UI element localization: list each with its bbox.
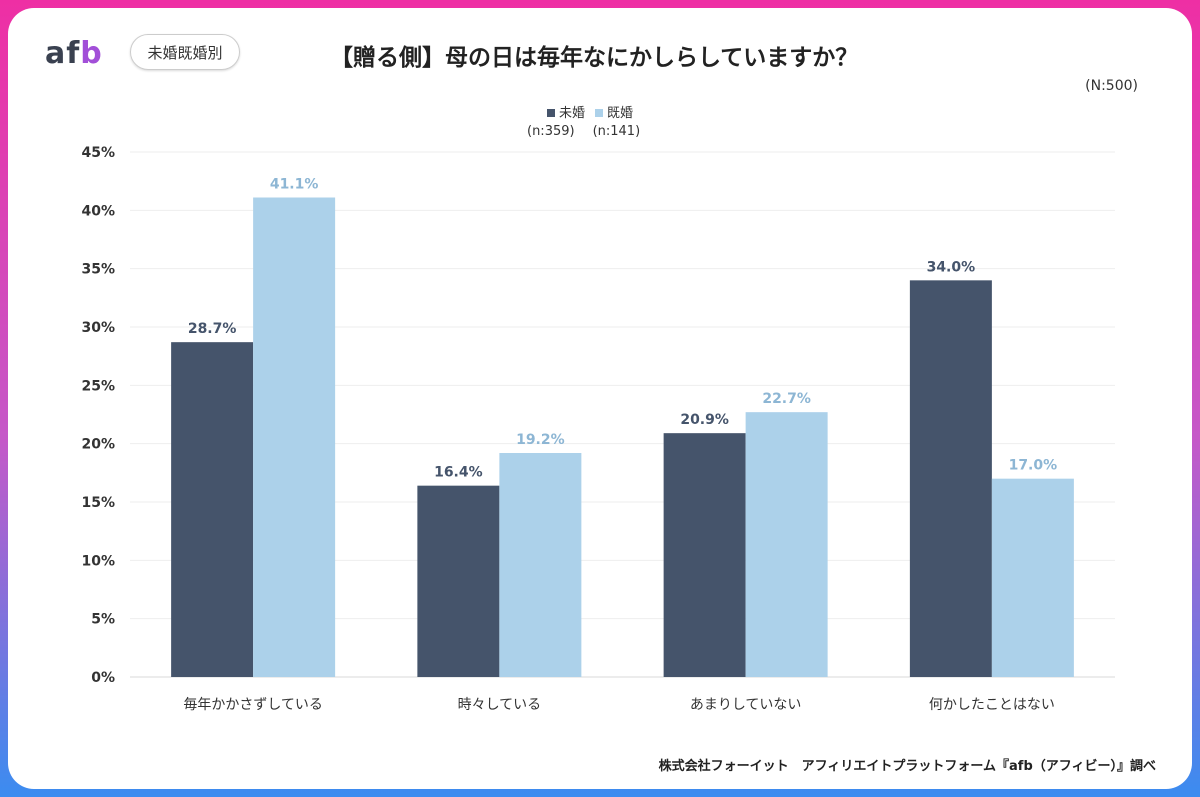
- afb-logo: afb: [45, 36, 103, 71]
- legend-n-married: (n:141): [592, 124, 641, 139]
- y-tick-label: 40%: [81, 203, 115, 219]
- y-tick-label: 5%: [91, 612, 115, 628]
- source-note: 株式会社フォーイット アフィリエイトプラットフォーム『afb（アフィビー）』調べ: [658, 759, 1156, 774]
- bar-unmarried: [909, 280, 992, 677]
- x-category-label: あまりしていない: [690, 697, 802, 713]
- bar-married: [991, 478, 1074, 677]
- segment-badge: 未婚既婚別: [130, 34, 240, 70]
- y-tick-label: 15%: [81, 495, 115, 511]
- y-tick-label: 25%: [81, 378, 115, 394]
- data-label: 22.7%: [762, 391, 811, 407]
- y-tick-label: 20%: [81, 437, 115, 453]
- y-tick-label: 45%: [81, 145, 115, 161]
- bar-unmarried: [171, 342, 254, 677]
- bar-married: [499, 453, 582, 677]
- x-category-label: 毎年かかさずしている: [183, 697, 323, 713]
- legend-n-unmarried: (n:359): [527, 124, 575, 139]
- legend: 未婚 既婚 (n:359) (n:141): [527, 102, 640, 139]
- data-label: 17.0%: [1009, 458, 1058, 474]
- y-tick-label: 10%: [81, 553, 115, 569]
- data-label: 19.2%: [516, 432, 565, 448]
- bar-unmarried: [417, 485, 500, 677]
- data-label: 20.9%: [680, 412, 729, 428]
- legend-item-unmarried: 未婚: [547, 102, 585, 121]
- chart-title: 【贈る側】母の日は毎年なにかしらしていますか？: [330, 45, 859, 71]
- bar-married: [745, 412, 828, 677]
- x-category-label: 何かしたことはない: [929, 697, 1055, 713]
- data-label: 28.7%: [188, 321, 237, 337]
- y-tick-label: 0%: [91, 670, 115, 686]
- bar-married: [253, 197, 336, 677]
- y-tick-label: 30%: [81, 320, 115, 336]
- y-tick-label: 35%: [81, 262, 115, 278]
- legend-item-married: 既婚: [595, 102, 633, 121]
- total-n: (N:500): [1085, 78, 1138, 94]
- data-label: 16.4%: [434, 465, 483, 481]
- bar-unmarried: [663, 433, 746, 677]
- x-category-label: 時々している: [458, 697, 542, 713]
- data-label: 34.0%: [927, 259, 976, 275]
- data-label: 41.1%: [270, 177, 319, 193]
